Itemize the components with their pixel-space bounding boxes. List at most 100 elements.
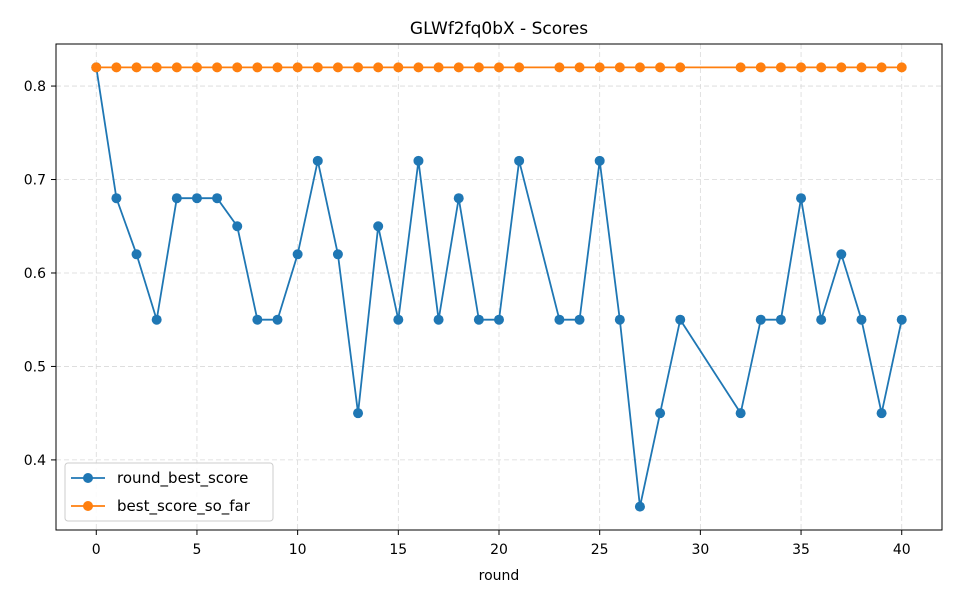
data-point-round_best_score [171,193,182,204]
data-point-round_best_score [433,314,444,325]
data-point-best_score_so_far [896,62,907,73]
legend-item-best_score_so_far: best_score_so_far [71,497,251,516]
data-point-round_best_score [191,193,202,204]
x-tick-label: 10 [289,542,307,558]
legend-box [64,462,274,522]
x-tick-label: 15 [389,542,407,558]
data-point-best_score_so_far [353,62,364,73]
data-point-round_best_score [816,314,827,325]
data-point-best_score_so_far [111,62,122,73]
x-tick-label: 25 [591,542,609,558]
series-best_score_so_far [91,62,907,73]
x-axis-label: round [479,568,520,584]
y-tick-label: 0.4 [24,453,46,469]
data-point-round_best_score [755,314,766,325]
legend-label: round_best_score [117,469,248,488]
data-point-best_score_so_far [473,62,484,73]
legend-marker [83,473,93,483]
y-tick-label: 0.8 [24,79,46,95]
x-tick-label: 35 [792,542,810,558]
data-point-best_score_so_far [312,62,323,73]
data-point-round_best_score [272,314,283,325]
data-point-best_score_so_far [574,62,585,73]
data-point-best_score_so_far [191,62,202,73]
data-point-best_score_so_far [816,62,827,73]
data-point-round_best_score [232,221,243,232]
data-point-best_score_so_far [755,62,766,73]
legend: round_best_score best_score_so_far [64,462,274,522]
series-round_best_score [91,62,907,512]
data-point-round_best_score [514,155,525,166]
data-point-round_best_score [131,249,142,260]
legend-marker [83,501,93,511]
data-point-best_score_so_far [554,62,565,73]
data-point-round_best_score [735,408,746,419]
data-point-best_score_so_far [212,62,223,73]
data-point-round_best_score [212,193,223,204]
data-point-round_best_score [554,314,565,325]
data-point-best_score_so_far [393,62,404,73]
data-point-round_best_score [292,249,303,260]
data-point-best_score_so_far [675,62,686,73]
data-point-round_best_score [453,193,464,204]
data-point-round_best_score [393,314,404,325]
y-tick-label: 0.6 [24,266,46,282]
data-point-best_score_so_far [91,62,102,73]
data-point-best_score_so_far [796,62,807,73]
data-point-best_score_so_far [332,62,343,73]
data-point-best_score_so_far [131,62,142,73]
data-point-best_score_so_far [634,62,645,73]
data-point-round_best_score [896,314,907,325]
data-point-best_score_so_far [735,62,746,73]
x-tick-label: 5 [192,542,201,558]
data-point-best_score_so_far [413,62,424,73]
data-point-best_score_so_far [272,62,283,73]
data-point-best_score_so_far [453,62,464,73]
data-point-best_score_so_far [614,62,625,73]
data-point-round_best_score [574,314,585,325]
x-tick-label: 20 [490,542,508,558]
data-point-best_score_so_far [876,62,887,73]
data-point-best_score_so_far [514,62,525,73]
data-point-round_best_score [836,249,847,260]
data-point-best_score_so_far [373,62,384,73]
data-point-best_score_so_far [494,62,504,73]
y-axis-ticks: 0.4 0.5 0.6 0.7 0.8 [24,79,56,469]
data-point-round_best_score [594,155,605,166]
data-point-best_score_so_far [151,62,162,73]
data-point-round_best_score [655,408,666,419]
data-point-round_best_score [111,193,122,204]
y-tick-label: 0.7 [24,173,46,189]
data-point-round_best_score [252,314,263,325]
legend-label: best_score_so_far [117,497,251,516]
data-point-round_best_score [494,314,504,325]
data-point-round_best_score [614,314,625,325]
data-point-best_score_so_far [433,62,444,73]
data-point-round_best_score [312,155,323,166]
data-point-best_score_so_far [292,62,303,73]
data-point-round_best_score [413,155,424,166]
data-point-round_best_score [796,193,807,204]
series-layer [91,62,907,512]
data-point-round_best_score [634,501,645,512]
data-point-round_best_score [473,314,484,325]
data-point-round_best_score [353,408,364,419]
data-point-round_best_score [675,314,686,325]
data-point-best_score_so_far [856,62,867,73]
chart-title: GLWf2fq0bX - Scores [410,19,588,39]
data-point-best_score_so_far [171,62,182,73]
y-tick-label: 0.5 [24,359,46,375]
x-tick-label: 30 [691,542,709,558]
data-point-round_best_score [151,314,162,325]
data-point-round_best_score [775,314,786,325]
x-tick-label: 40 [893,542,911,558]
data-point-round_best_score [373,221,384,232]
legend-item-round_best_score: round_best_score [71,469,248,488]
data-point-round_best_score [332,249,343,260]
x-tick-label: 0 [92,542,101,558]
data-point-best_score_so_far [232,62,243,73]
x-axis-ticks: 0 5 10 15 20 25 30 35 40 [92,530,911,558]
data-point-best_score_so_far [836,62,847,73]
data-point-round_best_score [856,314,867,325]
